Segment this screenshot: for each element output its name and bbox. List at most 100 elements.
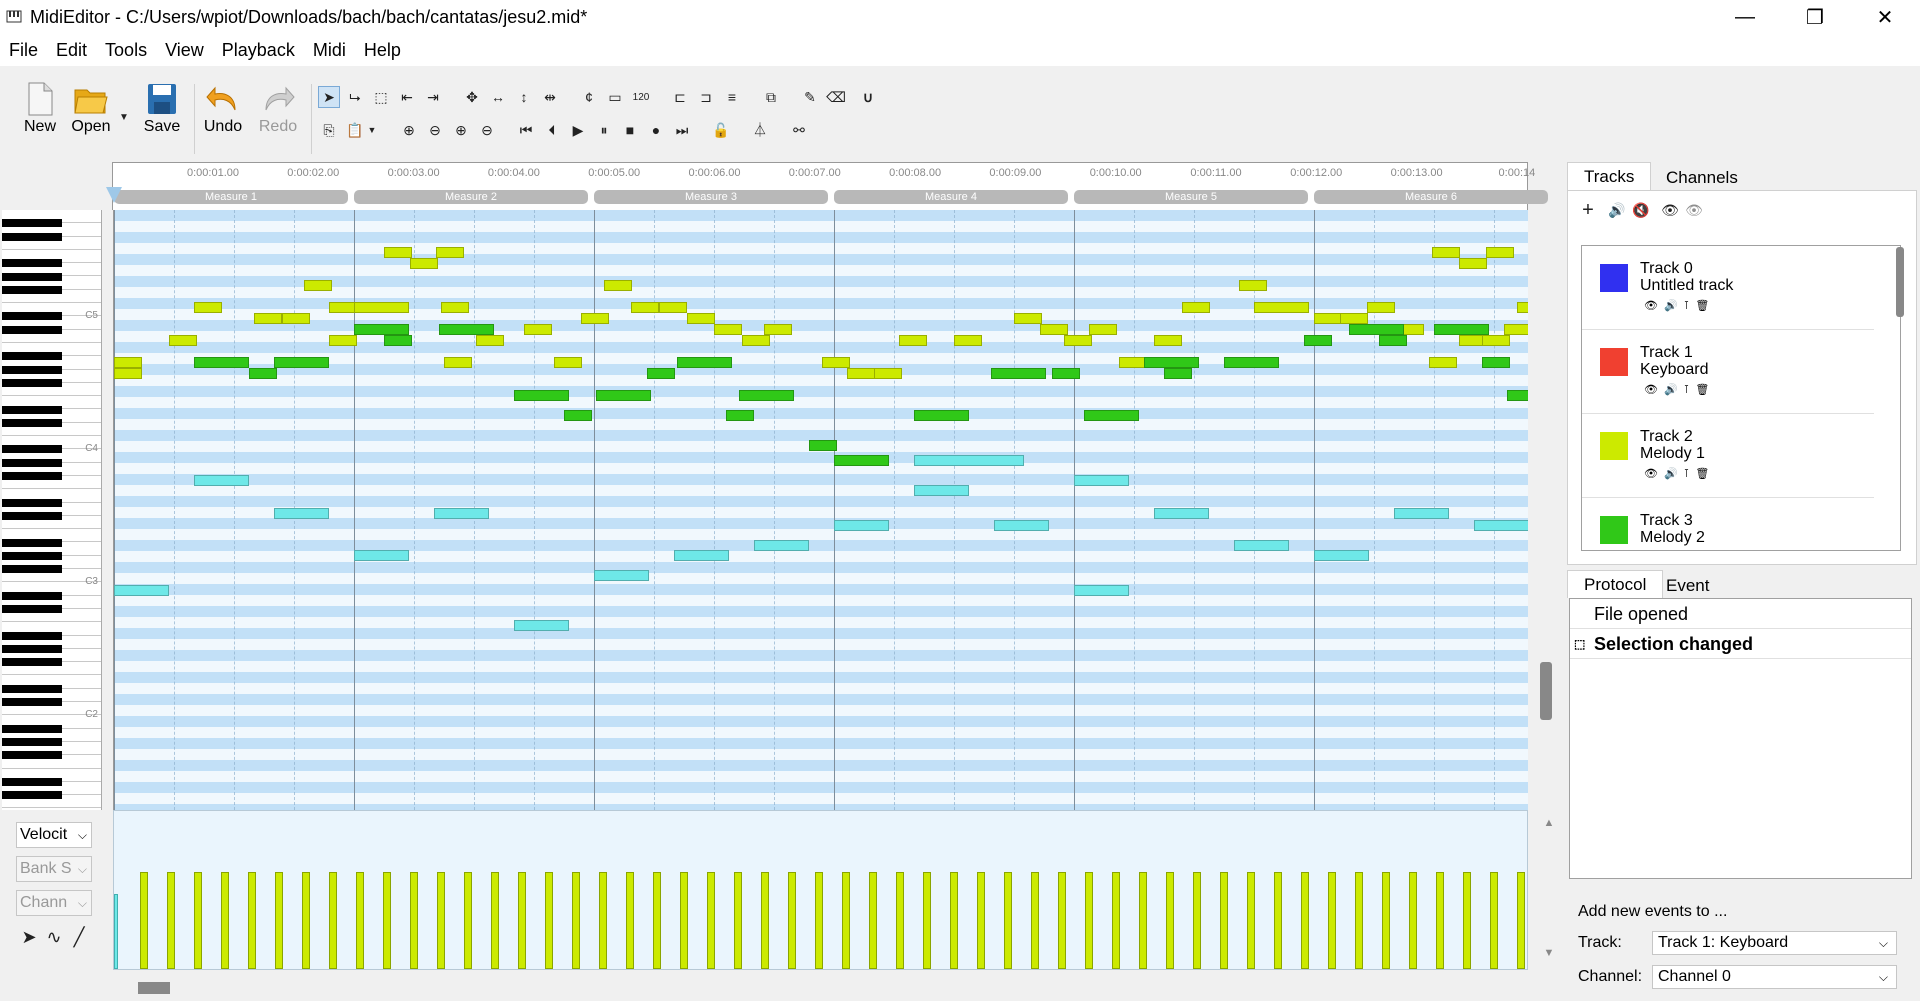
- velocity-bar[interactable]: [1301, 872, 1309, 969]
- midi-note[interactable]: [604, 280, 632, 291]
- midi-note[interactable]: [1014, 313, 1042, 324]
- midi-note[interactable]: [822, 357, 850, 368]
- black-key[interactable]: [2, 605, 62, 613]
- track-visible-icon[interactable]: 👁: [1644, 300, 1658, 312]
- velocity-bar[interactable]: [680, 872, 688, 969]
- midi-note[interactable]: [914, 485, 969, 496]
- black-key[interactable]: [2, 272, 62, 281]
- move-horizontal-icon[interactable]: ↔: [491, 89, 505, 105]
- velocity-bar[interactable]: [464, 872, 472, 969]
- eraser-icon[interactable]: ⌫: [826, 88, 846, 105]
- track-row[interactable]: Track 0 Untitled track 👁 🔊 ⊺ 🗑: [1582, 246, 1874, 330]
- line-tool-icon[interactable]: ╱: [73, 926, 85, 947]
- midi-note[interactable]: [596, 390, 651, 401]
- black-key[interactable]: [2, 378, 62, 387]
- track-delete-icon[interactable]: 🗑: [1695, 384, 1710, 396]
- velocity-bar[interactable]: [410, 872, 418, 969]
- midi-note[interactable]: [1224, 357, 1279, 368]
- velocity-bar[interactable]: [842, 872, 850, 969]
- midi-note[interactable]: [439, 324, 494, 335]
- metronome-icon[interactable]: ⏃: [753, 122, 767, 138]
- thru-icon[interactable]: ⚯: [793, 121, 805, 138]
- horizontal-scrollbar[interactable]: [138, 982, 170, 994]
- velocity-bar[interactable]: [1058, 872, 1066, 969]
- midi-note[interactable]: [169, 335, 197, 346]
- pencil-icon[interactable]: ✎: [804, 88, 816, 105]
- midi-note[interactable]: [874, 368, 902, 379]
- velocity-bar[interactable]: [167, 872, 175, 969]
- midi-note[interactable]: [1459, 258, 1487, 269]
- velocity-bar[interactable]: [221, 872, 229, 969]
- midi-note[interactable]: [329, 302, 357, 313]
- midi-note[interactable]: [1482, 357, 1510, 368]
- midi-note[interactable]: [1340, 313, 1368, 324]
- midi-note[interactable]: [274, 357, 329, 368]
- midi-note[interactable]: [329, 335, 357, 346]
- midi-note[interactable]: [677, 357, 732, 368]
- protocol-entry-selected[interactable]: ⬚ Selection changed: [1570, 629, 1911, 659]
- velocity-bar[interactable]: [815, 872, 823, 969]
- white-key[interactable]: [2, 609, 101, 623]
- scroll-up-arrow-icon[interactable]: ▲: [1543, 817, 1555, 829]
- black-key[interactable]: [2, 724, 62, 733]
- midi-note[interactable]: [954, 335, 982, 346]
- velocity-bar[interactable]: [950, 872, 958, 969]
- menu-edit[interactable]: Edit: [56, 40, 88, 60]
- velocity-bar[interactable]: [626, 872, 634, 969]
- midi-note[interactable]: [742, 335, 770, 346]
- midi-note[interactable]: [1394, 508, 1449, 519]
- white-key[interactable]: [2, 516, 101, 530]
- black-key[interactable]: [2, 631, 62, 640]
- select-arrow-icon[interactable]: ➤: [318, 86, 340, 108]
- midi-note[interactable]: [354, 324, 409, 335]
- size-change-icon[interactable]: ⇹: [544, 88, 556, 105]
- midi-note[interactable]: [1089, 324, 1117, 335]
- midi-note[interactable]: [1119, 357, 1147, 368]
- velocity-bar[interactable]: [1274, 872, 1282, 969]
- velocity-bar[interactable]: [572, 872, 580, 969]
- velocity-bar[interactable]: [1004, 872, 1012, 969]
- control-type-select[interactable]: Velocit ⌵: [16, 822, 92, 848]
- midi-note[interactable]: [1474, 520, 1528, 531]
- velocity-bar[interactable]: [1193, 872, 1201, 969]
- midi-note[interactable]: [476, 335, 504, 346]
- align-right-icon[interactable]: ⊐: [700, 88, 712, 105]
- velocity-bar[interactable]: [761, 872, 769, 969]
- track-visible-icon[interactable]: 👁: [1644, 468, 1658, 480]
- midi-note[interactable]: [384, 247, 412, 258]
- midi-note[interactable]: [1517, 302, 1528, 313]
- midi-note[interactable]: [1074, 475, 1129, 486]
- track-list-scrollbar[interactable]: [1896, 247, 1904, 317]
- velocity-bar[interactable]: [437, 872, 445, 969]
- channel-select[interactable]: Chann ⌵: [16, 890, 92, 916]
- midi-note[interactable]: [436, 247, 464, 258]
- midi-note[interactable]: [1254, 302, 1309, 313]
- pause-icon[interactable]: ⏸: [600, 121, 608, 138]
- midi-note[interactable]: [834, 520, 889, 531]
- menu-tools[interactable]: Tools: [105, 40, 148, 60]
- midi-note[interactable]: [194, 302, 222, 313]
- open-dropdown-chevron-icon[interactable]: ▼: [119, 111, 129, 123]
- velocity-bar[interactable]: [329, 872, 337, 969]
- midi-note[interactable]: [1154, 508, 1209, 519]
- select-right-icon[interactable]: ⇥: [427, 88, 439, 105]
- tab-tracks[interactable]: Tracks: [1567, 162, 1652, 190]
- back-to-begin-icon[interactable]: ⏮: [519, 121, 533, 138]
- move-vertical-icon[interactable]: ↕: [520, 89, 528, 105]
- velocity-bar[interactable]: [1031, 872, 1039, 969]
- black-key[interactable]: [2, 418, 62, 427]
- tab-protocol[interactable]: Protocol: [1567, 570, 1664, 598]
- velocity-bar[interactable]: [518, 872, 526, 969]
- zoom-horizontal-in-icon[interactable]: ⊕: [403, 121, 415, 138]
- midi-note[interactable]: [354, 302, 409, 313]
- black-key[interactable]: [2, 738, 62, 746]
- midi-note[interactable]: [1314, 313, 1342, 324]
- midi-note[interactable]: [714, 324, 742, 335]
- magnet-icon[interactable]: ∪: [862, 88, 874, 105]
- midi-note[interactable]: [282, 313, 310, 324]
- white-key[interactable]: [2, 423, 101, 437]
- track-rename-icon[interactable]: ⊺: [1683, 300, 1690, 312]
- black-key[interactable]: [2, 511, 62, 520]
- measure-label[interactable]: Measure 4: [834, 190, 1068, 204]
- paste-icon[interactable]: 📋: [346, 121, 364, 138]
